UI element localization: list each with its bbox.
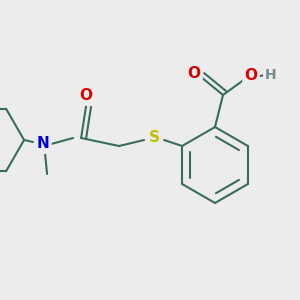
Text: N: N [37,136,50,152]
Text: O: O [244,68,257,82]
Text: H: H [265,68,277,82]
Text: O: O [188,65,200,80]
Text: S: S [148,130,160,146]
Text: O: O [80,88,93,104]
